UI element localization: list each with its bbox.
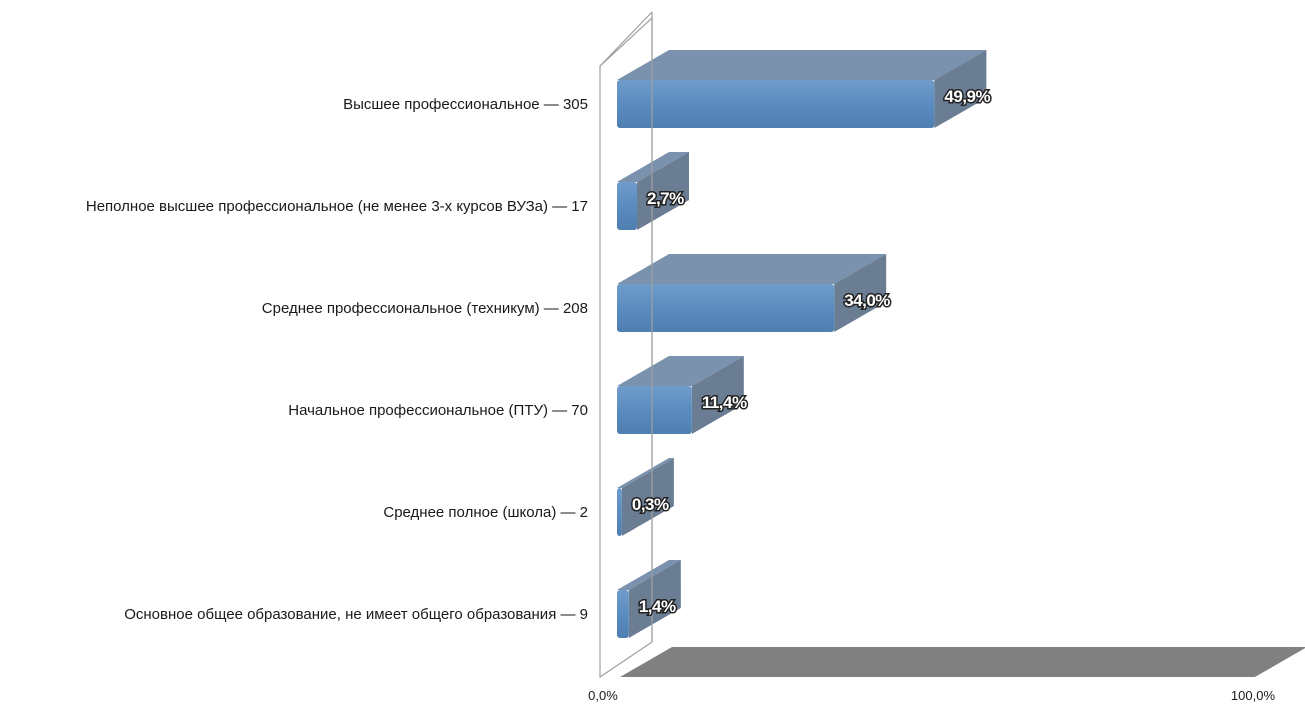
category-label: Начальное профессиональное (ПТУ) — 70 [288,402,588,419]
bar-top-face [617,356,744,386]
chart-wall-top-edge [599,11,653,67]
bar-side-face [934,50,987,128]
bar-top-face [617,458,674,488]
chart-floor [620,647,1305,677]
category-label: Основное общее образование, не имеет общ… [124,606,588,623]
bar-front-face [617,386,692,434]
bar-side-face [637,152,690,230]
bar [617,152,690,230]
category-label: Среднее профессиональное (техникум) — 20… [262,300,588,317]
bar-top-face [617,560,681,590]
bar-top-face [617,50,987,80]
category-label: Неполное высшее профессиональное (не мен… [86,198,588,215]
bar [617,254,887,332]
data-label: 34,0% [844,291,890,310]
bar-front-face [617,80,935,128]
data-label: 49,9% [944,87,990,106]
bar [617,458,674,536]
category-label: Высшее профессиональное — 305 [343,96,588,113]
data-label: 11,4% [702,393,747,412]
bar-front-face [617,182,638,230]
bar [617,50,987,128]
bar-top-face [617,152,690,182]
bar [617,356,744,434]
x-tick-label: 0,0% [588,688,618,703]
data-label: 2,7% [647,189,684,208]
bar-front-face [617,590,629,638]
data-label: 1,4% [639,597,676,616]
bar-side-face [834,254,887,332]
data-label: 0,3% [632,495,669,514]
bar-side-face [628,560,681,638]
bar-side-face [691,356,744,434]
bar-top-face [617,254,887,284]
x-tick-label: 100,0% [1231,688,1276,703]
bar-side-face [621,458,674,536]
bar-front-face [617,488,622,536]
category-label: Среднее полное (школа) — 2 [383,504,588,521]
bar [617,560,681,638]
bar-front-face [617,284,835,332]
